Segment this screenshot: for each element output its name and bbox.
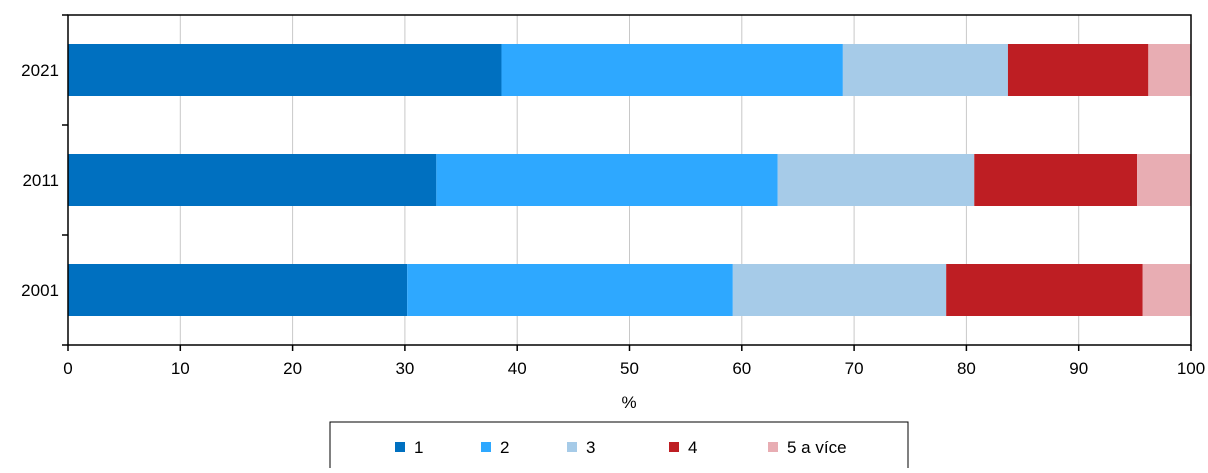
bar-segment	[842, 44, 1008, 96]
bar-segment	[732, 264, 947, 316]
bar-segment	[946, 264, 1143, 316]
legend-label: 3	[586, 438, 595, 457]
bar-segment	[1142, 264, 1191, 316]
x-tick-label: 80	[957, 359, 976, 378]
x-tick-label: 20	[283, 359, 302, 378]
legend-swatch	[395, 442, 405, 452]
bar-segment	[1148, 44, 1191, 96]
legend: 1 2 3 4 5 a více	[329, 421, 909, 473]
bar-segment	[501, 44, 843, 96]
x-tick-label: 50	[620, 359, 639, 378]
x-tick-label: 0	[63, 359, 72, 378]
x-tick-label: 60	[732, 359, 751, 378]
x-tick-label: 70	[845, 359, 864, 378]
bar-segment	[777, 154, 975, 206]
x-axis-label: %	[621, 393, 636, 412]
bar-segment	[1137, 154, 1191, 206]
bar-segment	[436, 154, 778, 206]
legend-box	[329, 421, 909, 473]
legend-item: 3	[567, 438, 595, 457]
legend-label: 2	[500, 438, 509, 457]
legend-item: 4	[669, 438, 697, 457]
bar-segment	[68, 44, 502, 96]
bar-segment	[1007, 44, 1149, 96]
legend-item: 5 a více	[768, 438, 847, 457]
bar-segment	[68, 264, 408, 316]
legend-swatch	[481, 442, 491, 452]
x-tick-label: 40	[508, 359, 527, 378]
legend-label: 5 a více	[787, 438, 847, 457]
x-tick-label: 30	[395, 359, 414, 378]
x-tick-label: 90	[1069, 359, 1088, 378]
legend-swatch	[768, 442, 778, 452]
bar-segment	[974, 154, 1138, 206]
x-tick-label: 10	[171, 359, 190, 378]
y-tick-label: 2011	[22, 171, 59, 190]
axes: 0 10 20 30 40 50 60 70 80 90 100 2021 2011 2001	[21, 14, 1205, 378]
legend-swatch	[669, 442, 679, 452]
y-tick-label: 2021	[21, 61, 59, 80]
legend-label: 4	[688, 438, 697, 457]
bar-segment	[68, 154, 437, 206]
legend-item: 2	[481, 438, 509, 457]
legend-label: 1	[414, 438, 423, 457]
plot-frame	[67, 14, 1192, 346]
bar-segment	[407, 264, 733, 316]
bars	[68, 44, 1191, 316]
x-tick-label: 100	[1177, 359, 1205, 378]
y-tick-label: 2001	[21, 281, 59, 300]
legend-swatch	[567, 442, 577, 452]
legend-item: 1	[395, 438, 423, 457]
